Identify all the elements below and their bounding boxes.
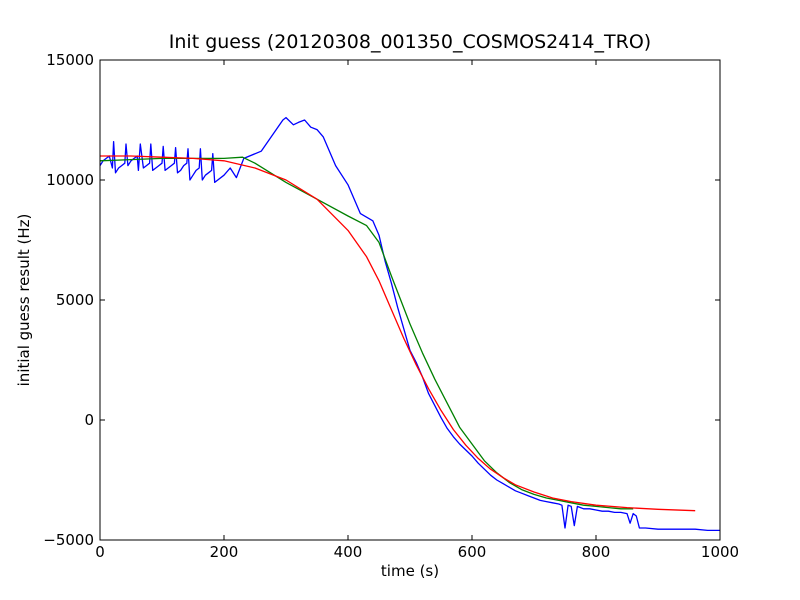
y-axis-label: initial guess result (Hz) — [15, 214, 33, 387]
x-tick-label: 200 — [210, 543, 239, 561]
series-line-2 — [99, 156, 634, 510]
y-tick-label: −5000 — [43, 531, 94, 549]
x-tick-label: 1000 — [701, 543, 739, 561]
y-tick-label: 15000 — [46, 51, 94, 69]
x-axis-label: time (s) — [381, 562, 439, 580]
x-tick-label: 600 — [458, 543, 487, 561]
x-tick-label: 0 — [95, 543, 105, 561]
y-tick-label: 0 — [84, 411, 94, 429]
y-tick-label: 10000 — [46, 171, 94, 189]
x-tick-label: 400 — [334, 543, 363, 561]
series-layer — [99, 116, 720, 532]
chart-title: Init guess (20120308_001350_COSMOS2414_T… — [169, 31, 651, 53]
series-line-1 — [99, 116, 720, 532]
series-line-3 — [100, 155, 696, 512]
y-tick-label: 5000 — [56, 291, 94, 309]
x-tick-label: 800 — [582, 543, 611, 561]
